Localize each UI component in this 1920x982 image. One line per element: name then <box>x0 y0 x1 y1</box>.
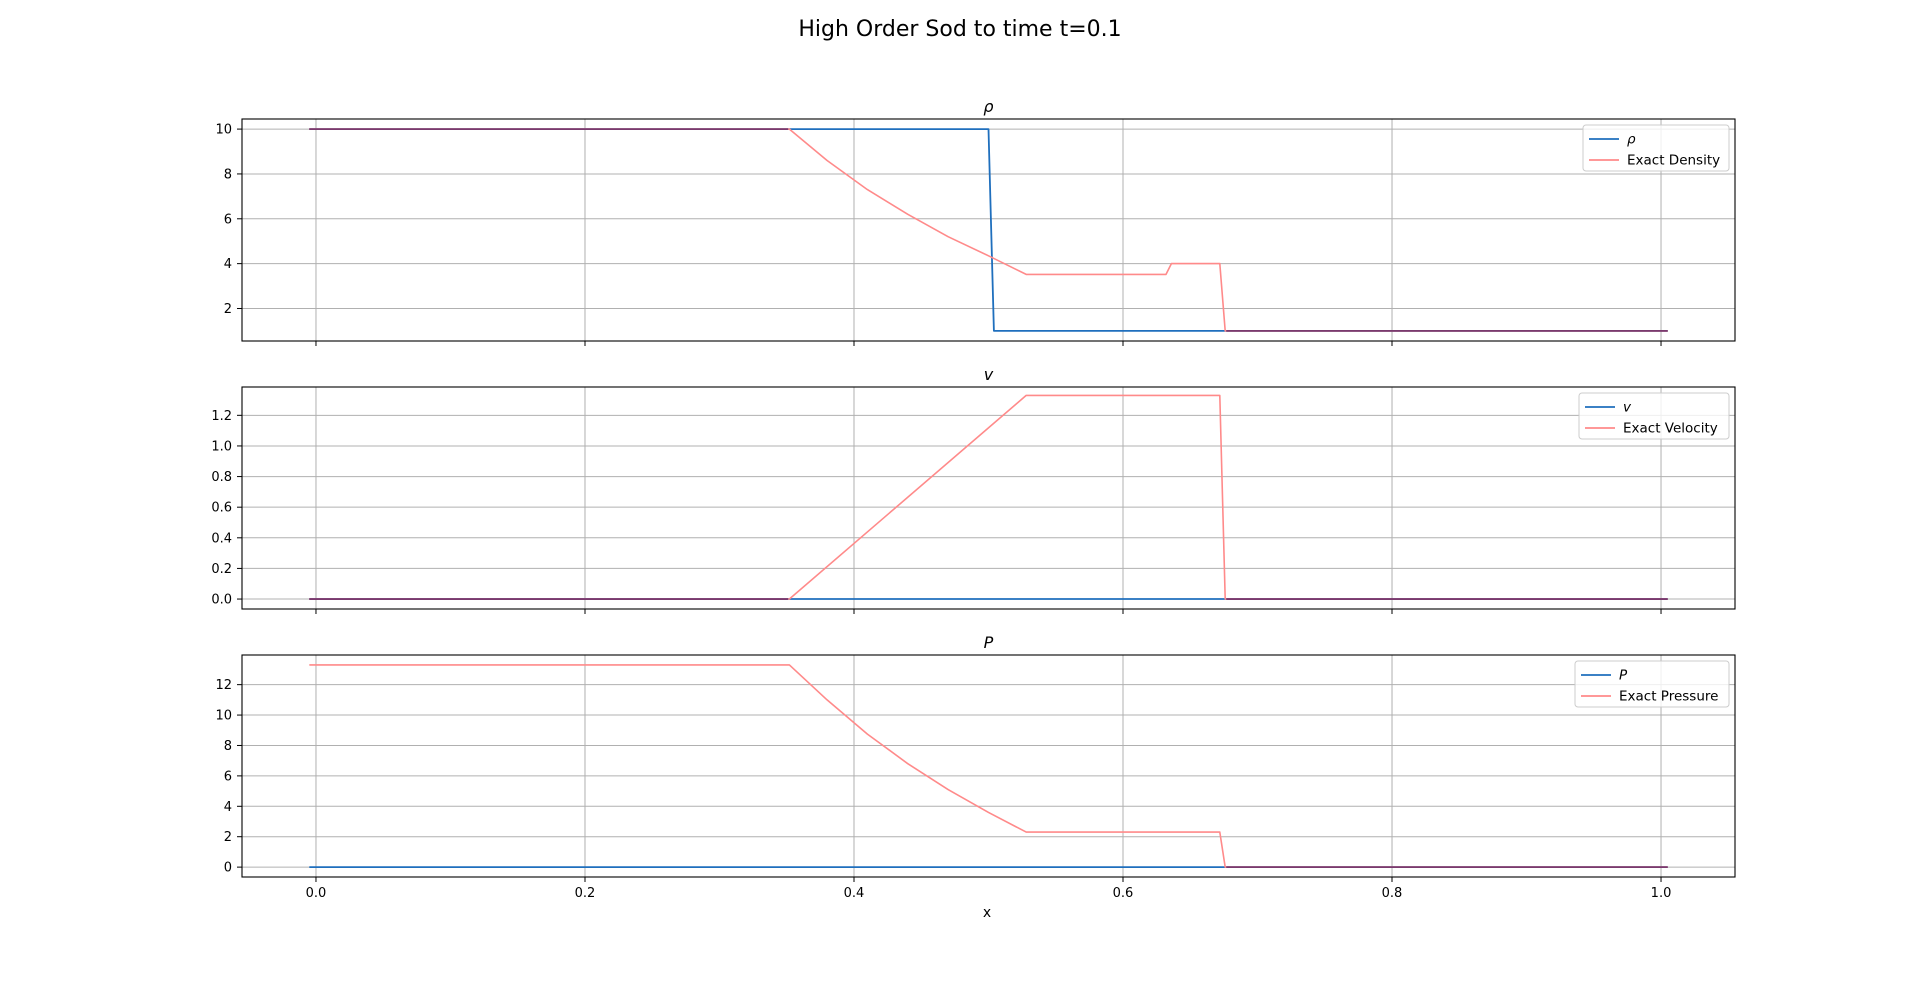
axes-frame <box>241 118 1736 342</box>
subplot-title: ρ <box>983 97 993 116</box>
legend-label: Exact Velocity <box>1623 421 1718 437</box>
legend-label: Exact Pressure <box>1619 689 1718 705</box>
y-tick-label: 0 <box>224 861 232 876</box>
y-tick-label: 10 <box>215 709 232 724</box>
x-tick-label: 0.8 <box>1382 886 1403 901</box>
x-tick-label: 1.0 <box>1651 886 1672 901</box>
x-tick-label: 0.4 <box>844 886 865 901</box>
legend: v Exact Velocity <box>1578 392 1730 440</box>
legend-label: ρ <box>1627 132 1636 148</box>
subplot-2: 0.0 0.2 0.4 0.6 0.8 1.0 1.2 v v Exact Velocity <box>211 365 1736 614</box>
legend: ρ Exact Density <box>1582 124 1730 172</box>
figure-title: High Order Sod to time t=0.1 <box>798 17 1121 42</box>
x-axis-label: x <box>983 905 991 921</box>
legend: P Exact Pressure <box>1574 660 1730 708</box>
axes-frame <box>241 654 1736 878</box>
y-tick-label: 6 <box>224 212 232 227</box>
subplot-title: v <box>984 365 994 384</box>
legend-box <box>1578 392 1730 440</box>
x-tick-label: 0.0 <box>306 886 327 901</box>
subplot-1: 2 4 6 8 10 ρ ρ Exact Density <box>215 97 1736 346</box>
y-tick-label: 0.2 <box>211 562 232 577</box>
subplot-title: P <box>984 633 994 652</box>
y-tick-label: 1.2 <box>211 409 232 424</box>
series-line-exact <box>309 664 1668 868</box>
x-tick-label: 0.6 <box>1113 886 1134 901</box>
x-tick-label: 0.2 <box>575 886 596 901</box>
legend-box <box>1582 124 1730 172</box>
series-line-numerical <box>309 128 1668 332</box>
legend-box <box>1574 660 1730 708</box>
legend-label: v <box>1623 400 1632 416</box>
y-tick-label: 1.0 <box>211 439 232 454</box>
y-tick-label: 2 <box>224 830 232 845</box>
legend-label: Exact Density <box>1627 153 1720 169</box>
y-tick-label: 0.8 <box>211 470 232 485</box>
y-tick-label: 0.4 <box>211 531 232 546</box>
y-tick-label: 10 <box>215 123 232 138</box>
y-tick-label: 2 <box>224 302 232 317</box>
y-tick-label: 6 <box>224 769 232 784</box>
y-tick-label: 0.0 <box>211 593 232 608</box>
axes-frame <box>241 386 1736 610</box>
y-tick-label: 0.6 <box>211 501 232 516</box>
series-line-exact <box>309 128 1668 332</box>
subplot-3: 0 2 4 6 8 10 12 0.0 0.2 0.4 0.6 0.8 1.0 P P Exact Press… <box>215 633 1736 901</box>
y-tick-label: 8 <box>224 739 232 754</box>
y-tick-label: 8 <box>224 167 232 182</box>
y-tick-label: 12 <box>215 678 232 693</box>
y-tick-label: 4 <box>224 257 232 272</box>
legend-label: P <box>1619 668 1628 684</box>
y-tick-label: 4 <box>224 800 232 815</box>
